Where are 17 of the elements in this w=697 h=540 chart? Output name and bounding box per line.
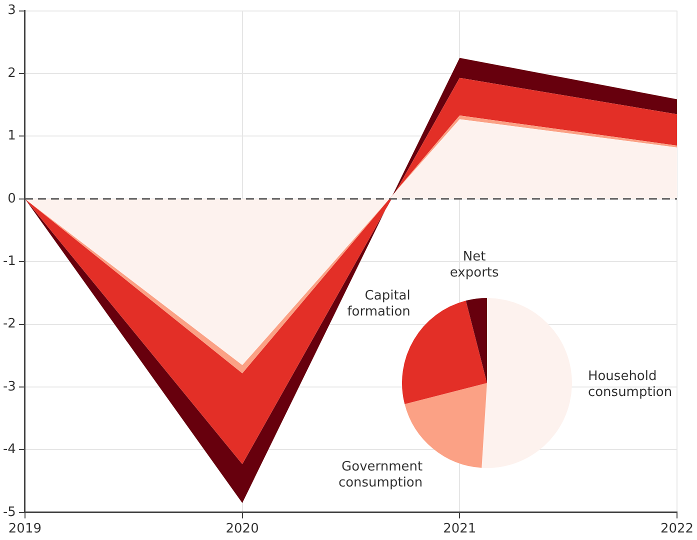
slice-label: Net exports — [450, 250, 500, 281]
y-tick-label: -2 — [2, 316, 16, 332]
x-tick-label: 2022 — [660, 522, 694, 537]
x-tick-label: 2021 — [443, 522, 476, 537]
y-tick-label: 2 — [8, 66, 16, 81]
x-tick-label: 2020 — [226, 522, 259, 537]
x-tick-label: 2019 — [8, 522, 42, 537]
slice-label: Government consumption — [338, 460, 423, 491]
slice-label: Capital formation — [347, 288, 410, 320]
y-tick-label: -5 — [2, 504, 16, 520]
y-tick-label: 3 — [8, 3, 16, 18]
y-tick-label: -4 — [2, 442, 16, 458]
y-tick-label: -1 — [2, 254, 16, 269]
y-tick-label: 1 — [8, 128, 16, 144]
slice-label: Household consumption — [588, 369, 672, 400]
y-tick-label: -3 — [2, 379, 16, 394]
y-tick-label: 0 — [8, 191, 16, 206]
